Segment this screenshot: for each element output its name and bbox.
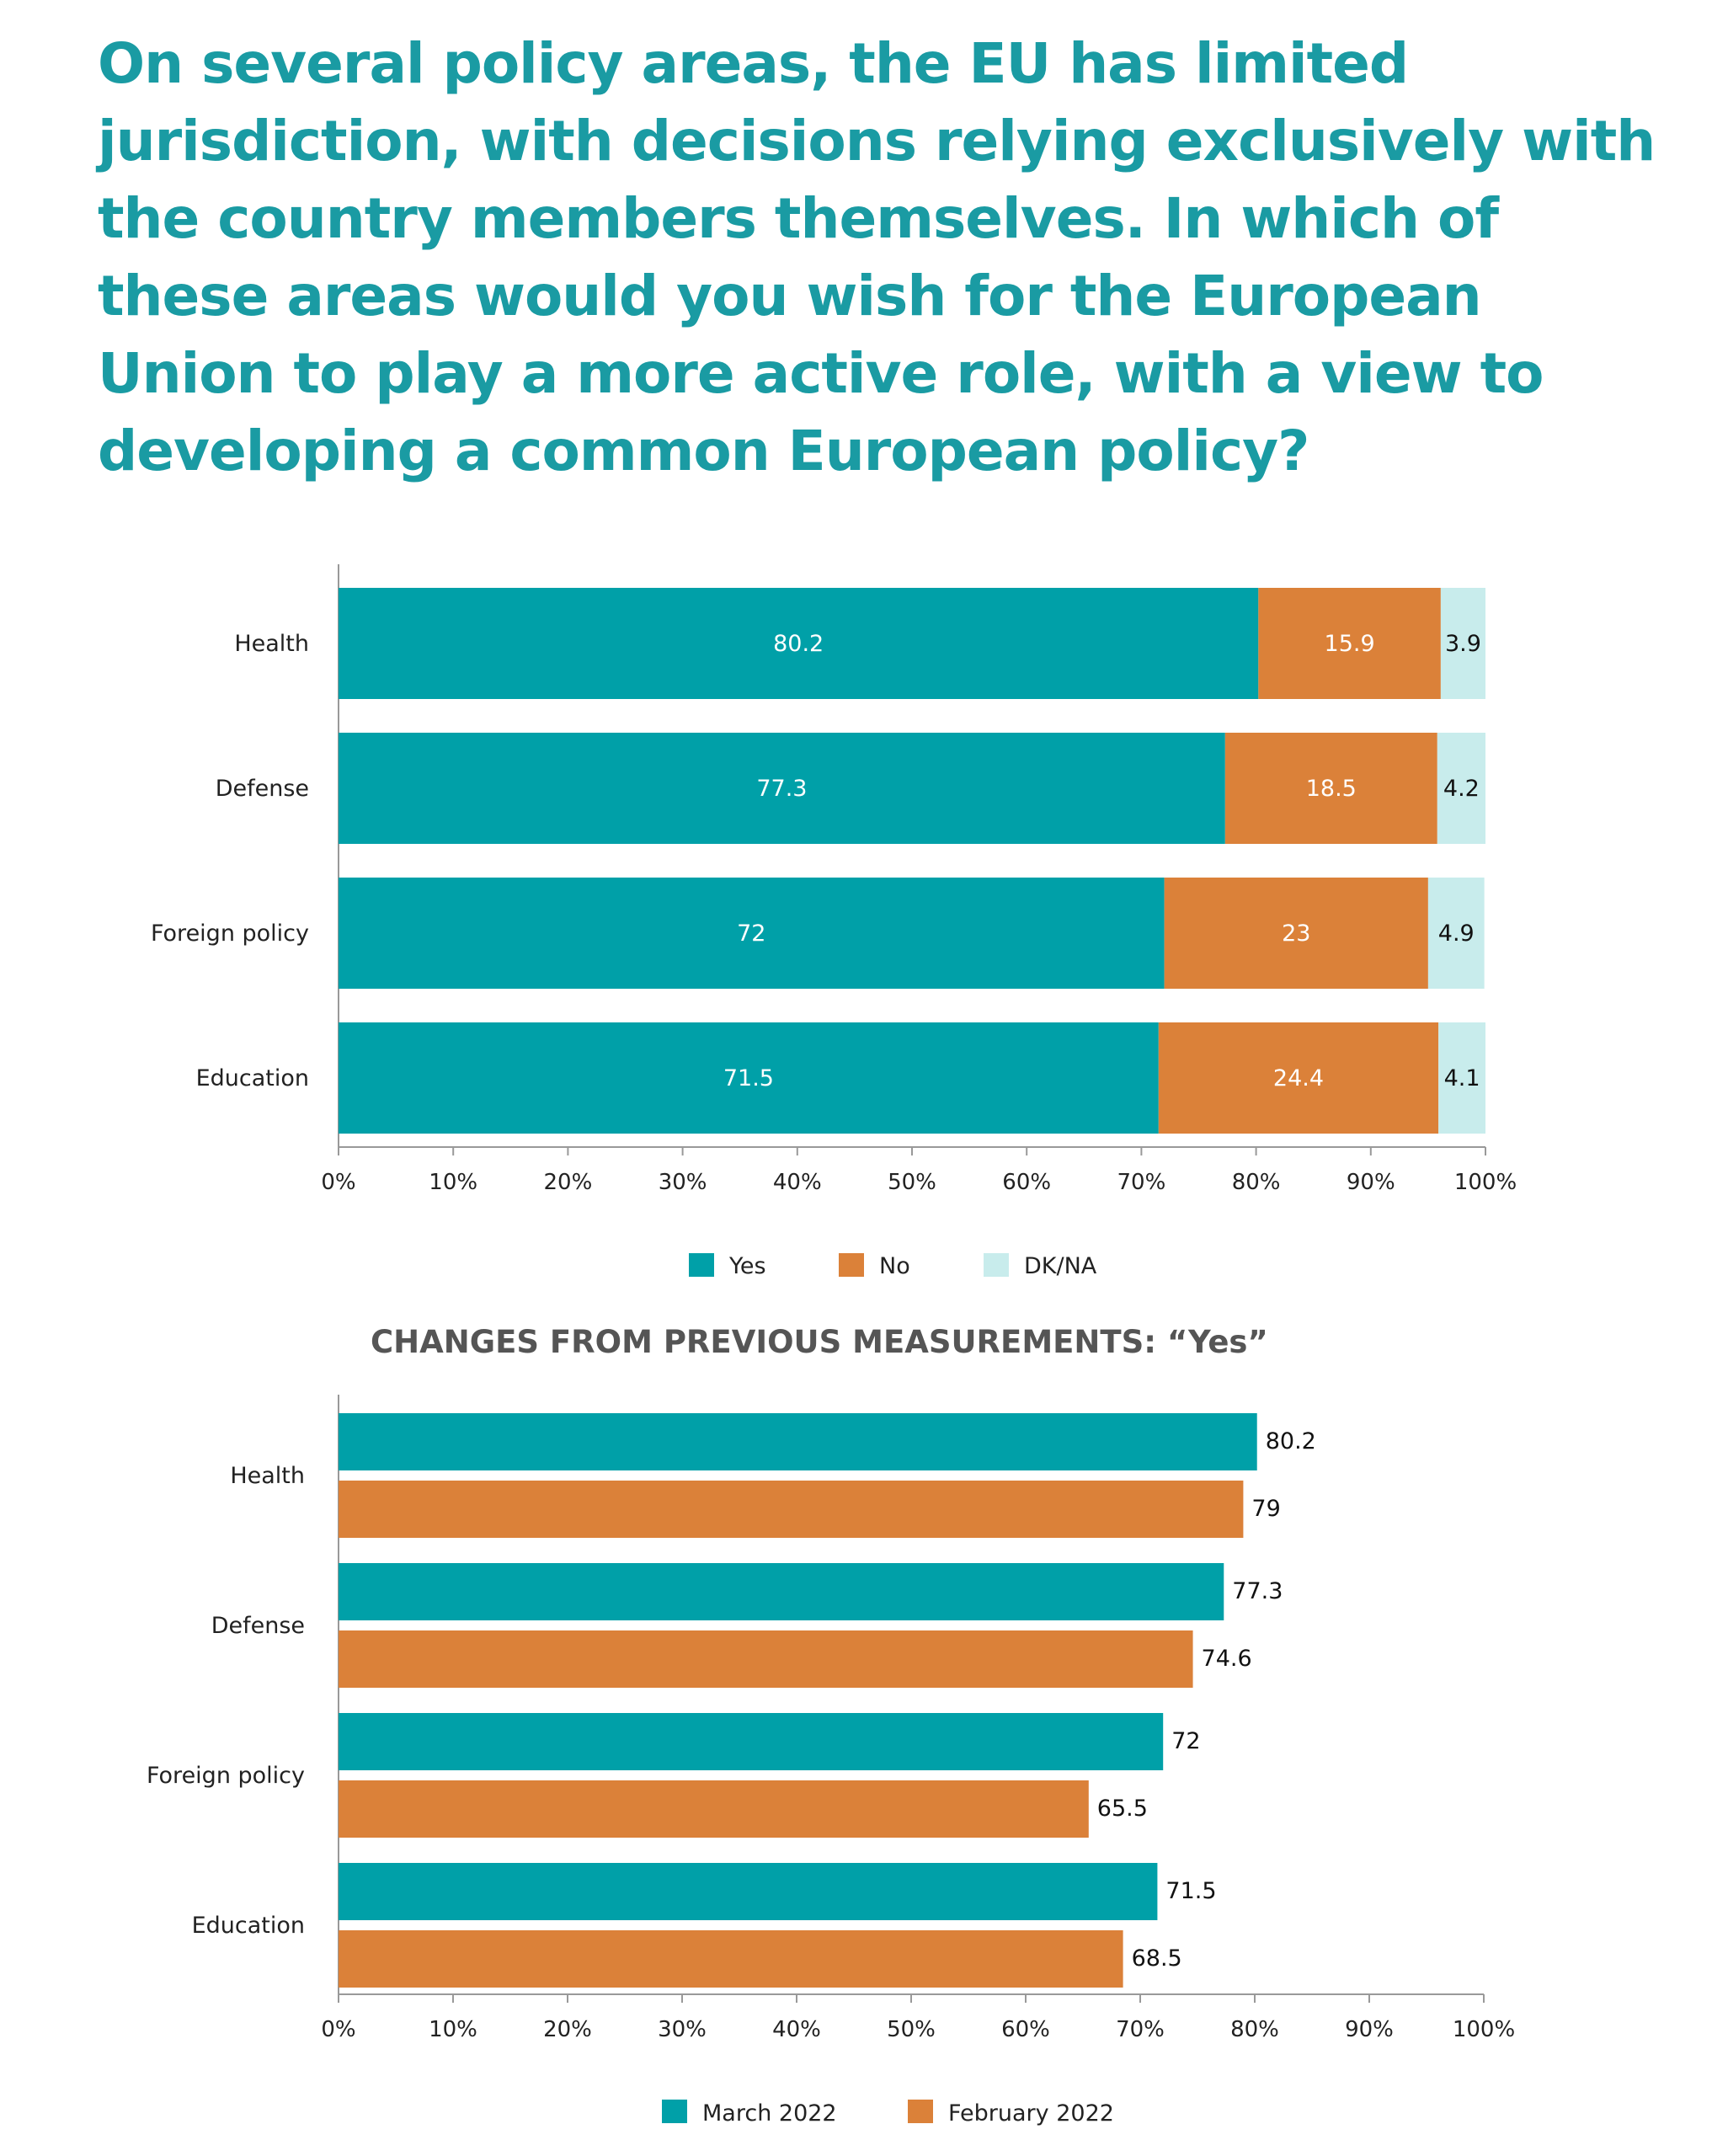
data-label-defense-no: 18.5 — [1306, 776, 1357, 802]
bar-health-no — [1258, 588, 1441, 699]
category-label-foreign-policy: Foreign policy — [147, 1763, 305, 1789]
data-label-foreign-policy-february-2022: 65.5 — [1097, 1796, 1148, 1822]
bar-foreign-policy-march-2022 — [339, 1713, 1164, 1770]
x-tick-label: 90% — [1345, 2017, 1394, 2042]
bar-education-february-2022 — [339, 1930, 1123, 1988]
bar-defense-dk-na — [1437, 733, 1485, 844]
x-tick-label: 90% — [1347, 1170, 1395, 1195]
grouped-bar-chart: Health 80.2 79 Defense 77.3 74.6 Foreign polic… — [147, 1395, 1515, 2127]
data-label-education-yes: 71.5 — [723, 1065, 774, 1091]
bar-health-march-2022 — [339, 1413, 1257, 1470]
x-tick-label: 10% — [429, 1170, 477, 1195]
category-label-education: Education — [192, 1913, 305, 1939]
data-label-education-dk-na: 4.1 — [1444, 1065, 1480, 1091]
data-label-education-march-2022: 71.5 — [1165, 1878, 1216, 1904]
legend-label-no: No — [879, 1253, 910, 1279]
page-title: On several policy areas, the EU has limi… — [98, 31, 1656, 483]
category-label-health: Health — [230, 1463, 305, 1489]
data-label-foreign-policy-march-2022: 72 — [1171, 1728, 1200, 1754]
data-label-defense-february-2022: 74.6 — [1202, 1646, 1252, 1672]
x-tick-label: 60% — [1002, 1170, 1051, 1195]
bar-foreign-policy-dk-na — [1427, 878, 1485, 989]
x-tick-label: 20% — [544, 1170, 593, 1195]
legend-label-february-2022: February 2022 — [948, 2100, 1114, 2127]
x-tick-label: 0% — [321, 2017, 355, 2042]
legend-label-march-2022: March 2022 — [702, 2100, 837, 2127]
x-tick-label: 40% — [773, 1170, 822, 1195]
x-tick-label: 30% — [659, 1170, 707, 1195]
data-label-foreign-policy-yes: 72 — [737, 921, 765, 947]
legend-swatch-dk-na — [984, 1253, 1009, 1277]
legend-label-dk-na: DK/NA — [1024, 1253, 1097, 1279]
stacked-bar-chart: Health 80.2 15.9 3.9 Defense 77.3 18.5 4.2 Forei… — [151, 564, 1517, 1279]
data-label-health-march-2022: 80.2 — [1266, 1428, 1316, 1454]
legend-label-yes: Yes — [728, 1253, 766, 1279]
data-label-defense-yes: 77.3 — [756, 776, 807, 802]
bar-health-dk-na — [1440, 588, 1485, 699]
category-label-defense: Defense — [211, 1613, 305, 1639]
bar-education-no — [1158, 1022, 1439, 1134]
x-tick-label: 70% — [1117, 1170, 1166, 1195]
x-tick-label: 80% — [1232, 1170, 1281, 1195]
bar-education-dk-na — [1438, 1022, 1485, 1134]
bar-education-march-2022 — [339, 1863, 1158, 1920]
x-tick-label: 20% — [543, 2017, 592, 2042]
bar-foreign-policy-february-2022 — [339, 1780, 1089, 1838]
x-tick-label: 60% — [1001, 2017, 1050, 2042]
category-label-education: Education — [196, 1065, 309, 1091]
bar-health-february-2022 — [339, 1481, 1244, 1538]
legend-swatch-march-2022 — [662, 2100, 687, 2123]
chart-2-title: CHANGES FROM PREVIOUS MEASUREMENTS: “Yes… — [371, 1324, 1268, 1360]
data-label-defense-dk-na: 4.2 — [1443, 776, 1480, 802]
x-tick-label: 70% — [1116, 2017, 1165, 2042]
category-label-defense: Defense — [216, 776, 309, 802]
x-tick-label: 100% — [1454, 1170, 1517, 1195]
bar-foreign-policy-no — [1164, 878, 1428, 989]
bar-health-yes — [339, 588, 1259, 699]
x-tick-label: 100% — [1453, 2017, 1515, 2042]
bar-defense-yes — [339, 733, 1225, 844]
category-label-foreign-policy: Foreign policy — [151, 921, 309, 947]
data-label-health-dk-na: 3.9 — [1445, 631, 1481, 657]
data-label-defense-march-2022: 77.3 — [1232, 1578, 1283, 1604]
category-label-health: Health — [234, 631, 309, 657]
legend-swatch-yes — [689, 1253, 714, 1277]
data-label-foreign-policy-dk-na: 4.9 — [1438, 921, 1475, 947]
x-tick-label: 10% — [429, 2017, 477, 2042]
data-label-foreign-policy-no: 23 — [1282, 921, 1310, 947]
bar-defense-march-2022 — [339, 1563, 1224, 1620]
x-tick-label: 50% — [887, 2017, 936, 2042]
x-tick-label: 80% — [1230, 2017, 1279, 2042]
bar-defense-no — [1224, 733, 1437, 844]
x-tick-label: 30% — [658, 2017, 707, 2042]
data-label-health-yes: 80.2 — [773, 631, 824, 657]
x-tick-label: 40% — [772, 2017, 821, 2042]
data-label-health-no: 15.9 — [1325, 631, 1375, 657]
bar-defense-february-2022 — [339, 1630, 1193, 1688]
x-tick-label: 0% — [321, 1170, 355, 1195]
data-label-education-no: 24.4 — [1273, 1065, 1324, 1091]
data-label-health-february-2022: 79 — [1251, 1496, 1280, 1522]
bar-foreign-policy-yes — [339, 878, 1165, 989]
legend-swatch-february-2022 — [908, 2100, 933, 2123]
data-label-education-february-2022: 68.5 — [1132, 1945, 1182, 1972]
legend-swatch-no — [839, 1253, 864, 1277]
x-tick-label: 50% — [888, 1170, 936, 1195]
bar-education-yes — [339, 1022, 1159, 1134]
